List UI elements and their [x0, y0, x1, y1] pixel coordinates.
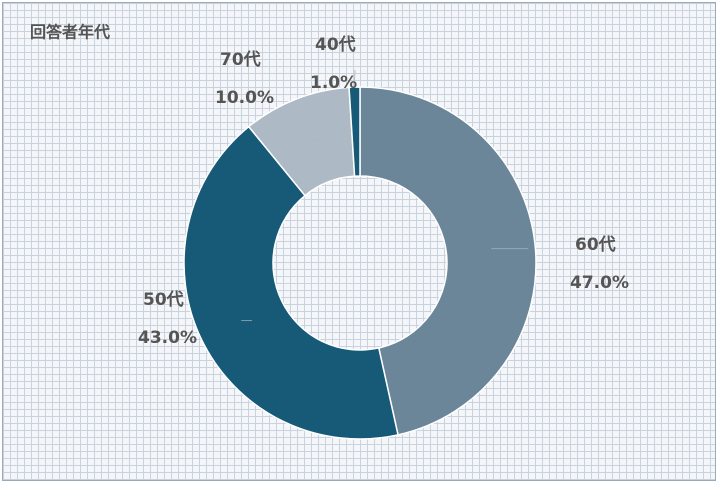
- category-label: 70代: [220, 49, 261, 70]
- category-label: 60代: [575, 234, 616, 255]
- value-label: 43.0%: [138, 328, 197, 348]
- category-label: 40代: [315, 34, 356, 55]
- chart-background: [2, 2, 716, 481]
- donut-slice: [183, 125, 399, 440]
- value-label: 1.0%: [310, 73, 357, 93]
- chart-title: 回答者年代: [30, 23, 110, 42]
- category-label: 50代: [143, 289, 184, 310]
- leader-line: [353, 69, 356, 84]
- value-label: 47.0%: [570, 273, 629, 293]
- donut-slice: [359, 86, 537, 436]
- donut-slice: [348, 86, 361, 177]
- value-label: 10.0%: [215, 88, 274, 108]
